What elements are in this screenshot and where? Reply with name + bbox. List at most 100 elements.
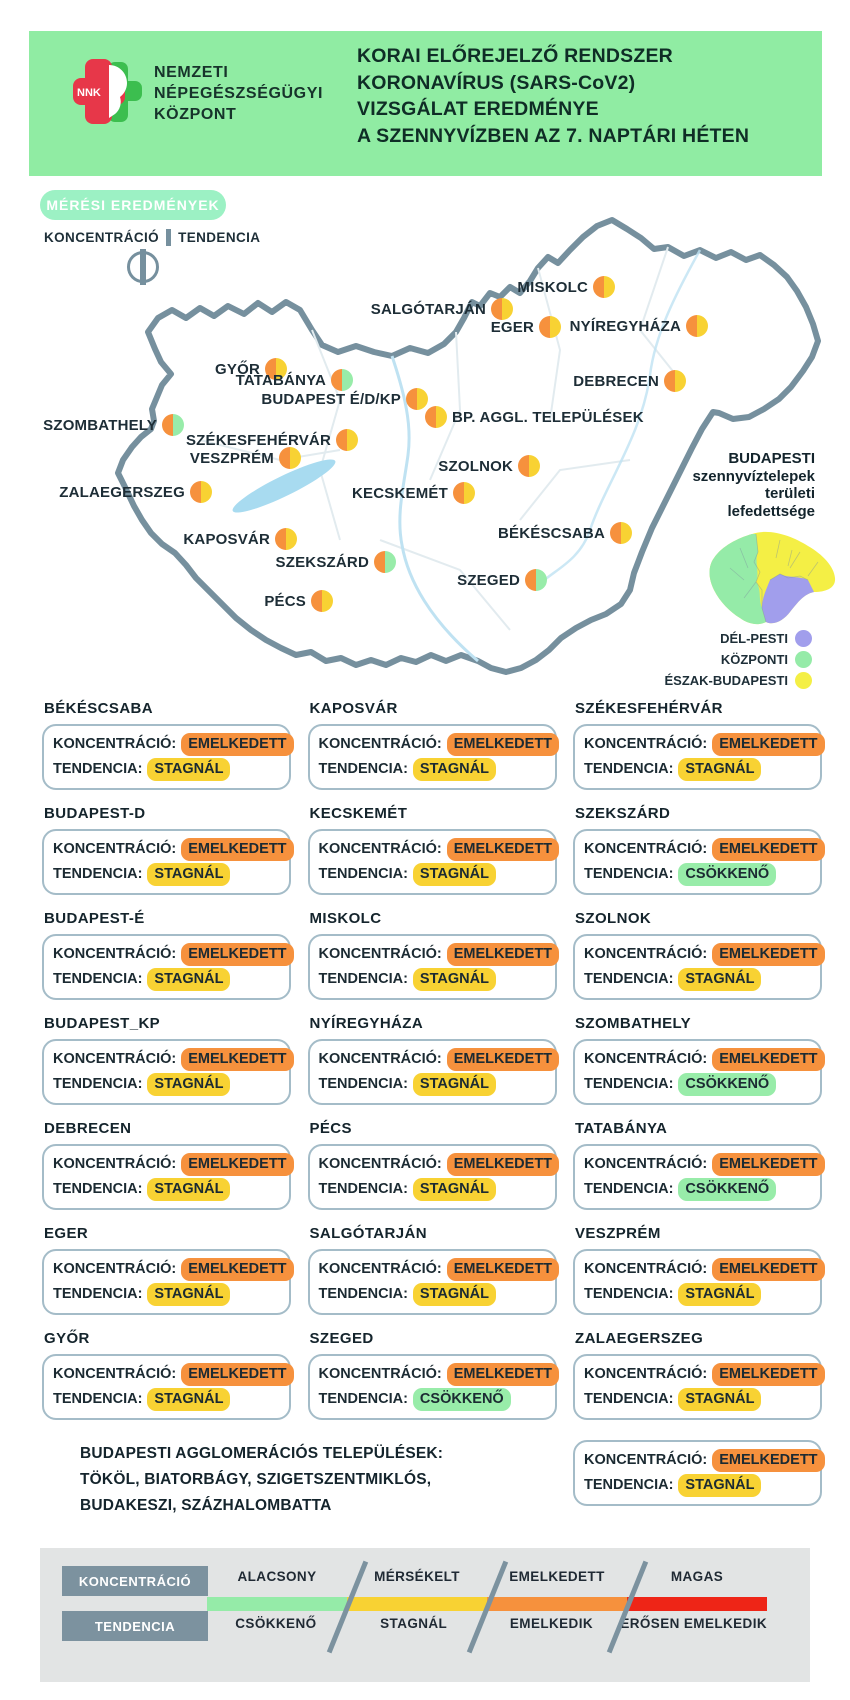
level-label: EMELKEDETT (509, 1569, 605, 1584)
tendency-value: STAGNÁL (412, 758, 496, 781)
tendency-row: TENDENCIA: STAGNÁL (319, 1073, 546, 1096)
tendency-value: STAGNÁL (147, 758, 231, 781)
concentration-label: KONCENTRÁCIÓ: (53, 1261, 177, 1277)
concentration-label: KONCENTRÁCIÓ: (584, 841, 708, 857)
status-marker-icon (593, 276, 615, 298)
agglomeration-result-card: KONCENTRÁCIÓ: EMELKEDETT TENDENCIA: STAGNÁ… (573, 1440, 825, 1506)
city-label: SZOLNOK (438, 457, 513, 475)
city-label: EGER (490, 318, 534, 336)
concentration-row: KONCENTRÁCIÓ: EMELKEDETT (584, 1048, 825, 1071)
card-box: KONCENTRÁCIÓ: EMELKEDETT TENDENCIA: STAGNÁL (42, 1039, 294, 1105)
concentration-row: KONCENTRÁCIÓ: EMELKEDETT (53, 1153, 294, 1176)
card-box: KONCENTRÁCIÓ: EMELKEDETT TENDENCIA: STAGNÁL (573, 1354, 825, 1420)
city-label: SZEKSZÁRD (275, 553, 369, 571)
tendency-value: STAGNÁL (678, 1283, 762, 1306)
card-box: KONCENTRÁCIÓ: EMELKEDETT TENDENCIA: STAGNÁL (42, 829, 294, 895)
status-marker-icon (518, 455, 540, 477)
map-city-budapest: BUDAPEST É/D/KP (261, 388, 428, 410)
inset-region-southpest (762, 574, 814, 624)
map-city-miskolc: MISKOLC (517, 276, 615, 298)
concentration-label: KONCENTRÁCIÓ: (584, 736, 708, 752)
concentration-row: KONCENTRÁCIÓ: EMELKEDETT (53, 943, 294, 966)
card-city-name: BUDAPEST-D (44, 805, 146, 822)
region-dot-icon (795, 630, 812, 647)
level-label: ERŐSEN EMELKEDIK (620, 1616, 768, 1631)
header-banner: NNK NEMZETI NÉPEGÉSZSÉGÜGYI KÖZPONT KORA… (29, 31, 822, 176)
result-card: BÉKÉSCSABA KONCENTRÁCIÓ: EMELKEDETT TENDENC… (42, 700, 294, 790)
map-city-veszprem: VESZPRÉM (190, 447, 301, 469)
nnk-logo: NNK (73, 59, 142, 124)
concentration-value: EMELKEDETT (446, 838, 560, 861)
tendency-row: TENDENCIA: STAGNÁL (319, 758, 546, 781)
concentration-row: KONCENTRÁCIÓ: EMELKEDETT (584, 1153, 825, 1176)
concentration-label: KONCENTRÁCIÓ: (53, 841, 177, 857)
card-box: KONCENTRÁCIÓ: EMELKEDETT TENDENCIA: STAGNÁL (573, 1249, 825, 1315)
tendency-row: TENDENCIA: STAGNÁL (584, 968, 811, 991)
tendency-value: STAGNÁL (147, 968, 231, 991)
card-box: KONCENTRÁCIÓ: EMELKEDETT TENDENCIA: STAGNÁL (573, 934, 825, 1000)
result-card: KAPOSVÁR KONCENTRÁCIÓ: EMELKEDETT TENDENCIA… (307, 700, 560, 790)
map-city-gyor: GYŐR (215, 358, 287, 380)
severity-gradient-bar (207, 1597, 767, 1611)
concentration-label: KONCENTRÁCIÓ: (318, 1156, 442, 1172)
hungary-map: MISKOLC SALGÓTARJÁN EGER NYÍREGYHÁZA GYŐ… (40, 210, 845, 700)
concentration-value: EMELKEDETT (712, 1258, 825, 1281)
status-marker-icon (491, 298, 513, 320)
tendency-label: TENDENCIA: (53, 971, 143, 987)
city-label: BUDAPEST É/D/KP (261, 390, 401, 408)
tendency-value: STAGNÁL (147, 863, 231, 886)
tendency-label: TENDENCIA: (318, 971, 408, 987)
concentration-row: KONCENTRÁCIÓ: EMELKEDETT (318, 1363, 560, 1386)
concentration-row: KONCENTRÁCIÓ: EMELKEDETT (584, 838, 825, 861)
tendency-value: STAGNÁL (147, 1178, 231, 1201)
tendency-value: STAGNÁL (678, 968, 762, 991)
inset-title-line: lefedettsége (727, 502, 815, 520)
status-marker-icon (610, 522, 632, 544)
concentration-label: KONCENTRÁCIÓ: (584, 1366, 708, 1382)
tendency-label: TENDENCIA: (318, 1181, 408, 1197)
concentration-row: KONCENTRÁCIÓ: EMELKEDETT (53, 1048, 294, 1071)
tendency-row: TENDENCIA: CSÖKKENŐ (584, 1073, 811, 1096)
card-city-name: DEBRECEN (44, 1120, 132, 1137)
marker-legend-tendency-label: TENDENCIA (178, 230, 261, 245)
inset-district-lines (729, 533, 819, 623)
tendency-label: TENDENCIA: (318, 1076, 408, 1092)
city-label: KAPOSVÁR (183, 530, 270, 548)
status-marker-icon (525, 569, 547, 591)
map-city-szombathely: SZOMBATHELY (43, 414, 184, 436)
city-label: KECSKEMÉT (352, 484, 448, 502)
concentration-row: KONCENTRÁCIÓ: EMELKEDETT (584, 733, 825, 756)
marker-legend: KONCENTRÁCIÓ TENDENCIA (44, 229, 260, 246)
concentration-label: KONCENTRÁCIÓ: (53, 946, 177, 962)
tendency-value: CSÖKKENŐ (678, 1178, 777, 1201)
inset-legend-row: DÉL-PESTI (664, 630, 812, 647)
tendency-value: CSÖKKENŐ (678, 1073, 777, 1096)
card-box: KONCENTRÁCIÓ: EMELKEDETT TENDENCIA: CSÖKKEN… (307, 1354, 560, 1420)
map-city-bp-agglomeration: BP. AGGL. TELEPÜLÉSEK (425, 406, 644, 428)
concentration-value: EMELKEDETT (446, 733, 560, 756)
tendency-row: TENDENCIA: STAGNÁL (584, 1388, 811, 1411)
map-city-kaposvar: KAPOSVÁR (183, 528, 297, 550)
region-dot-icon (795, 672, 812, 689)
concentration-value: EMELKEDETT (181, 943, 294, 966)
bar-segment-moderate (347, 1597, 487, 1611)
tendency-row: TENDENCIA: STAGNÁL (319, 863, 546, 886)
concentration-label: KONCENTRÁCIÓ: (584, 946, 708, 962)
concentration-row: KONCENTRÁCIÓ: EMELKEDETT (319, 1048, 560, 1071)
tendency-label: TENDENCIA: (584, 866, 674, 882)
card-city-name: KAPOSVÁR (309, 700, 398, 717)
tendency-row: TENDENCIA: STAGNÁL (53, 1073, 280, 1096)
result-card: BUDAPEST_KP KONCENTRÁCIÓ: EMELKEDETT TENDEN… (42, 1015, 294, 1105)
result-card: DEBRECEN KONCENTRÁCIÓ: EMELKEDETT TENDENCIA… (42, 1120, 294, 1210)
tendency-row: TENDENCIA: STAGNÁL (319, 1283, 546, 1306)
card-box: KONCENTRÁCIÓ: EMELKEDETT TENDENCIA: STAGNÁL (307, 724, 560, 790)
card-box: KONCENTRÁCIÓ: EMELKEDETT TENDENCIA: CSÖKKEN… (573, 1144, 825, 1210)
title-line: KORONAVÍRUS (SARS-CoV2) (357, 71, 636, 94)
card-box: KONCENTRÁCIÓ: EMELKEDETT TENDENCIA: STAGNÁL (307, 1039, 560, 1105)
status-marker-icon (664, 370, 686, 392)
tendency-label: TENDENCIA: (318, 866, 408, 882)
logo-abbr-text: NNK (77, 87, 101, 99)
city-label: SALGÓTARJÁN (370, 300, 486, 318)
concentration-label: KONCENTRÁCIÓ: (318, 1366, 442, 1382)
map-city-debrecen: DEBRECEN (573, 370, 686, 392)
